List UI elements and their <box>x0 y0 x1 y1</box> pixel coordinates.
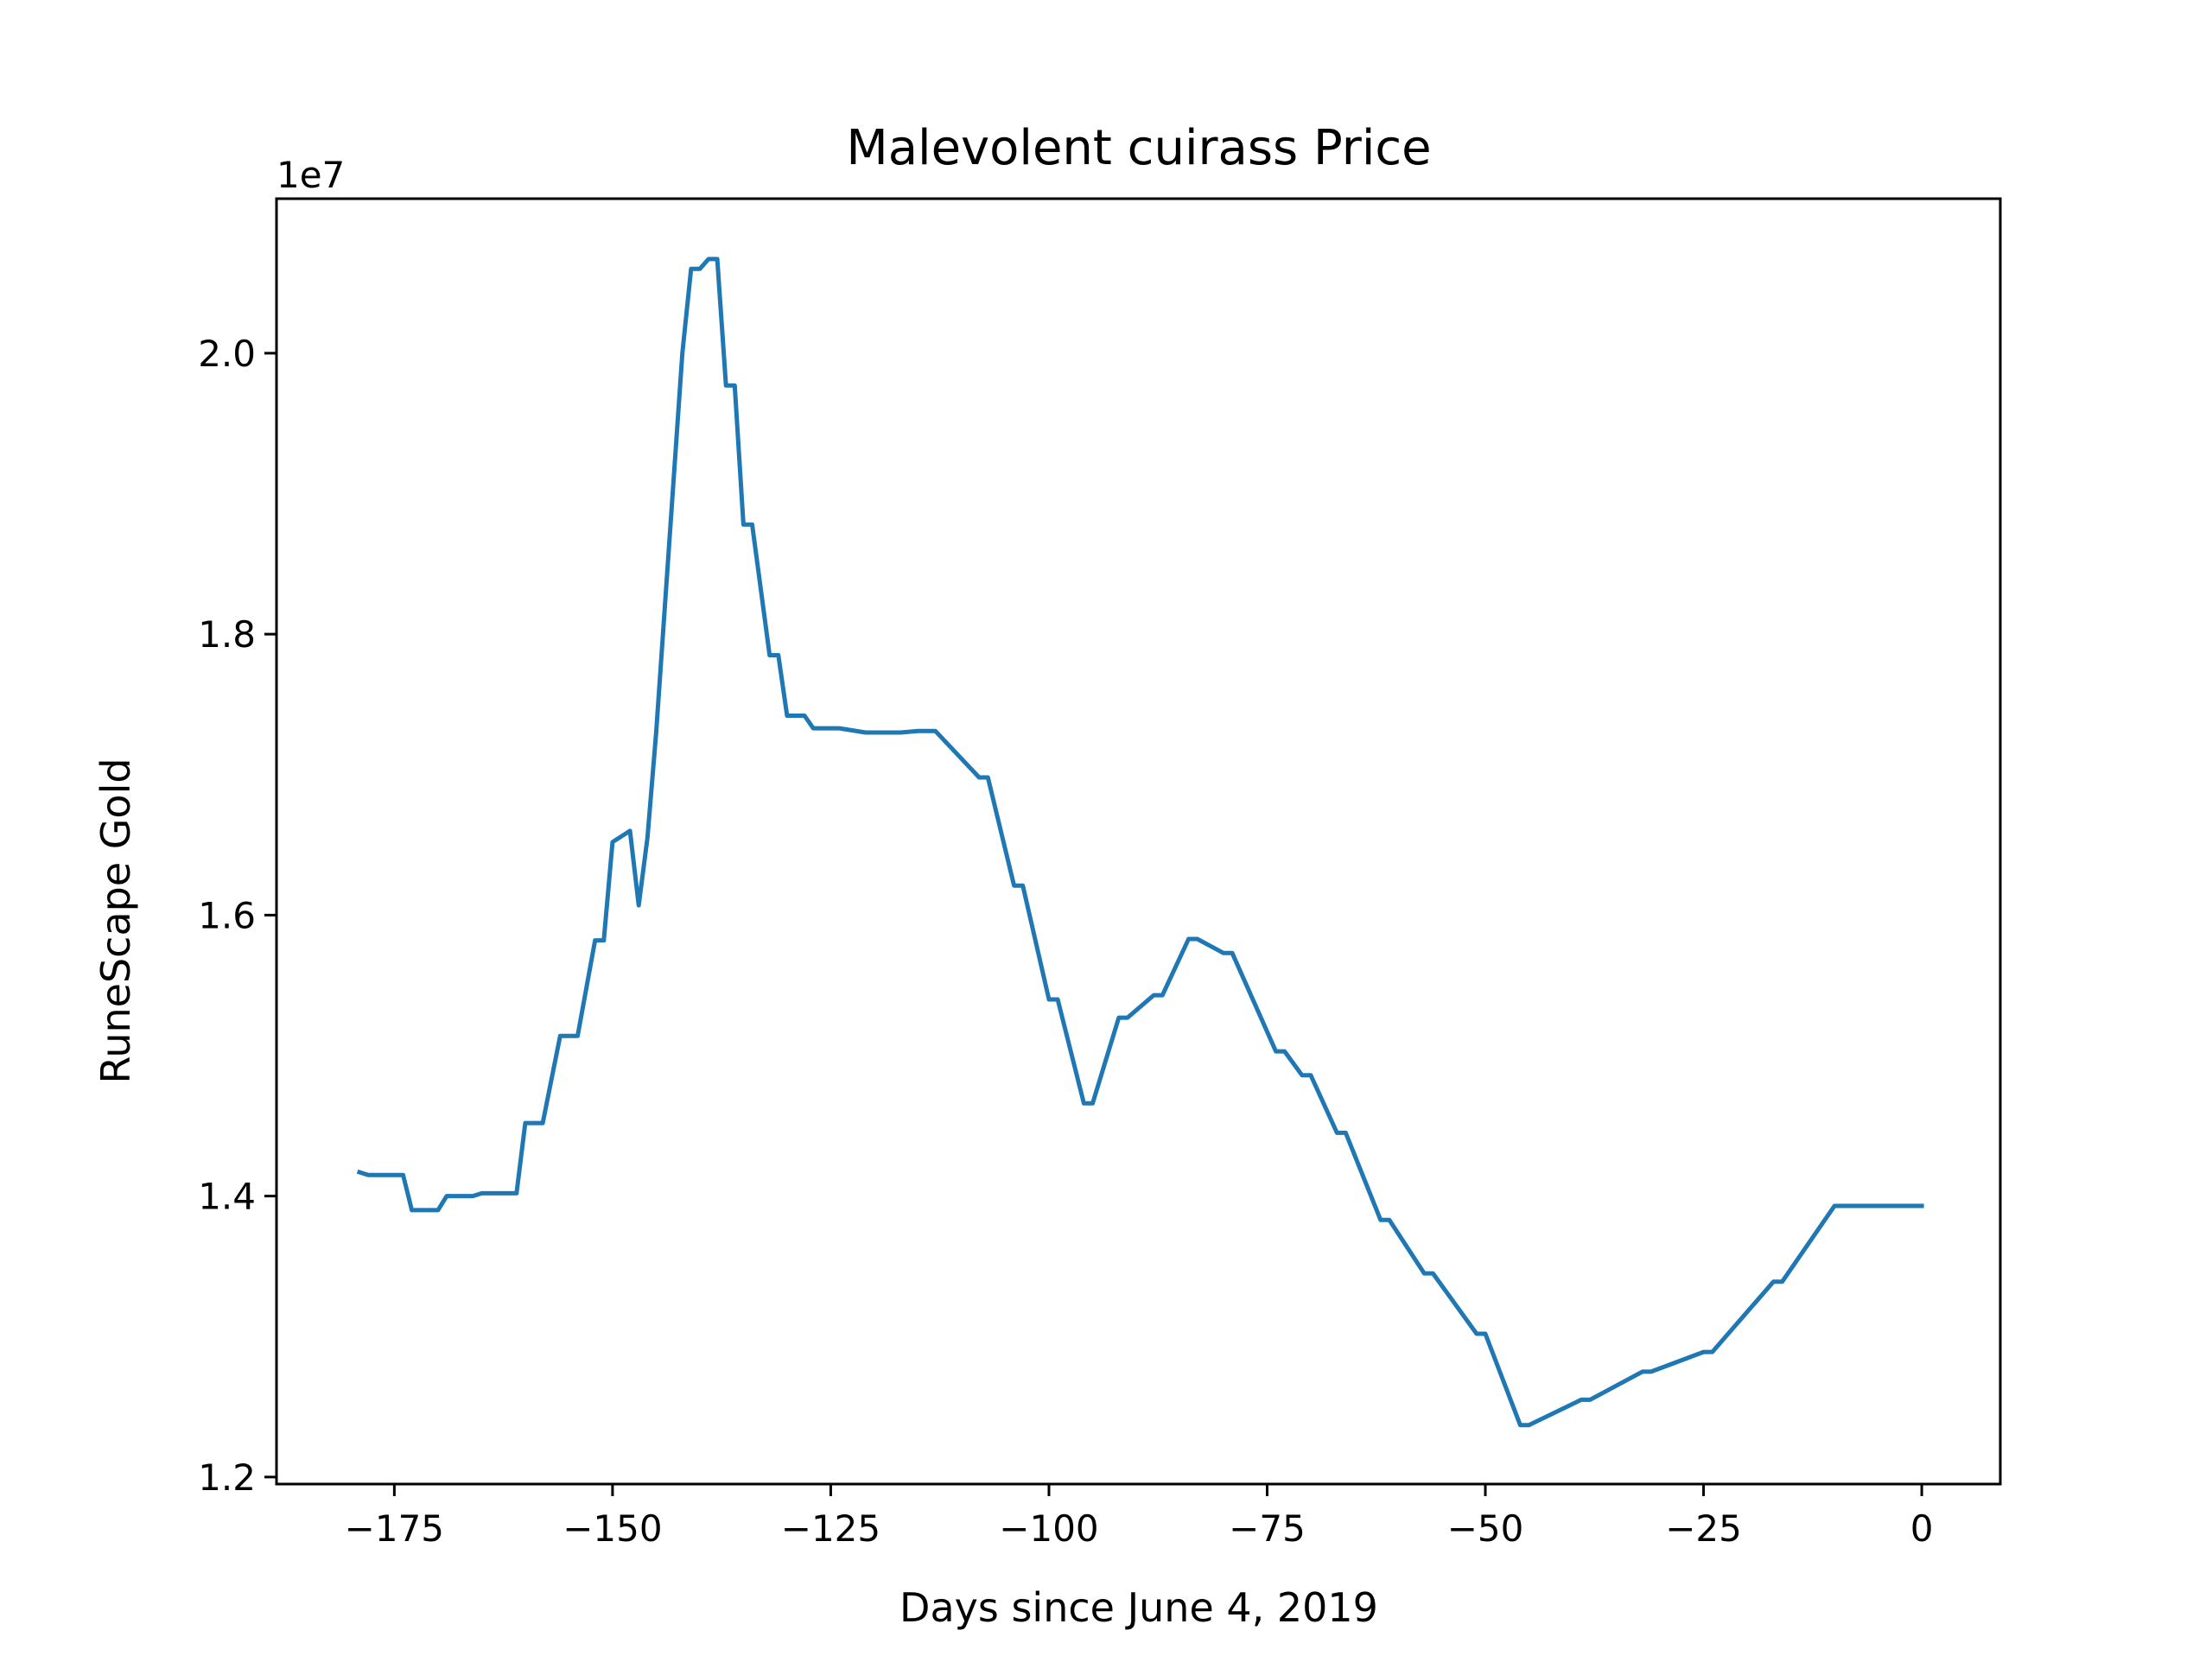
chart-title: Malevolent cuirass Price <box>846 120 1431 176</box>
x-tick-label: −175 <box>345 1507 444 1550</box>
y-tick-label: 1.6 <box>198 894 256 936</box>
series-layer <box>356 257 1924 1428</box>
x-tick-label: −75 <box>1229 1507 1306 1550</box>
x-tick-label: −100 <box>999 1507 1098 1550</box>
x-tick-label: −25 <box>1665 1507 1742 1550</box>
x-axis-label: Days since June 4, 2019 <box>899 1584 1378 1631</box>
y-tick-label: 2.0 <box>198 333 256 375</box>
y-tick-label: 1.4 <box>198 1176 256 1218</box>
x-tick-label: −50 <box>1447 1507 1524 1550</box>
x-tick-label: −150 <box>563 1507 662 1550</box>
price-series-line <box>356 257 1924 1428</box>
y-axis-label: RuneScape Gold <box>92 758 139 1083</box>
y-axis-ticks: 1.2 1.4 1.6 1.8 2.0 <box>198 333 276 1499</box>
plot-area-frame <box>275 197 2002 1486</box>
x-axis-ticks: −175 −150 −125 −100 −75 −50 −25 0 <box>345 1484 1934 1550</box>
y-axis-offset-label: 1e7 <box>276 154 345 196</box>
x-tick-label: −125 <box>781 1507 880 1550</box>
y-tick-label: 1.2 <box>198 1456 256 1499</box>
x-tick-label: 0 <box>1910 1507 1934 1550</box>
y-tick-label: 1.8 <box>198 613 256 656</box>
